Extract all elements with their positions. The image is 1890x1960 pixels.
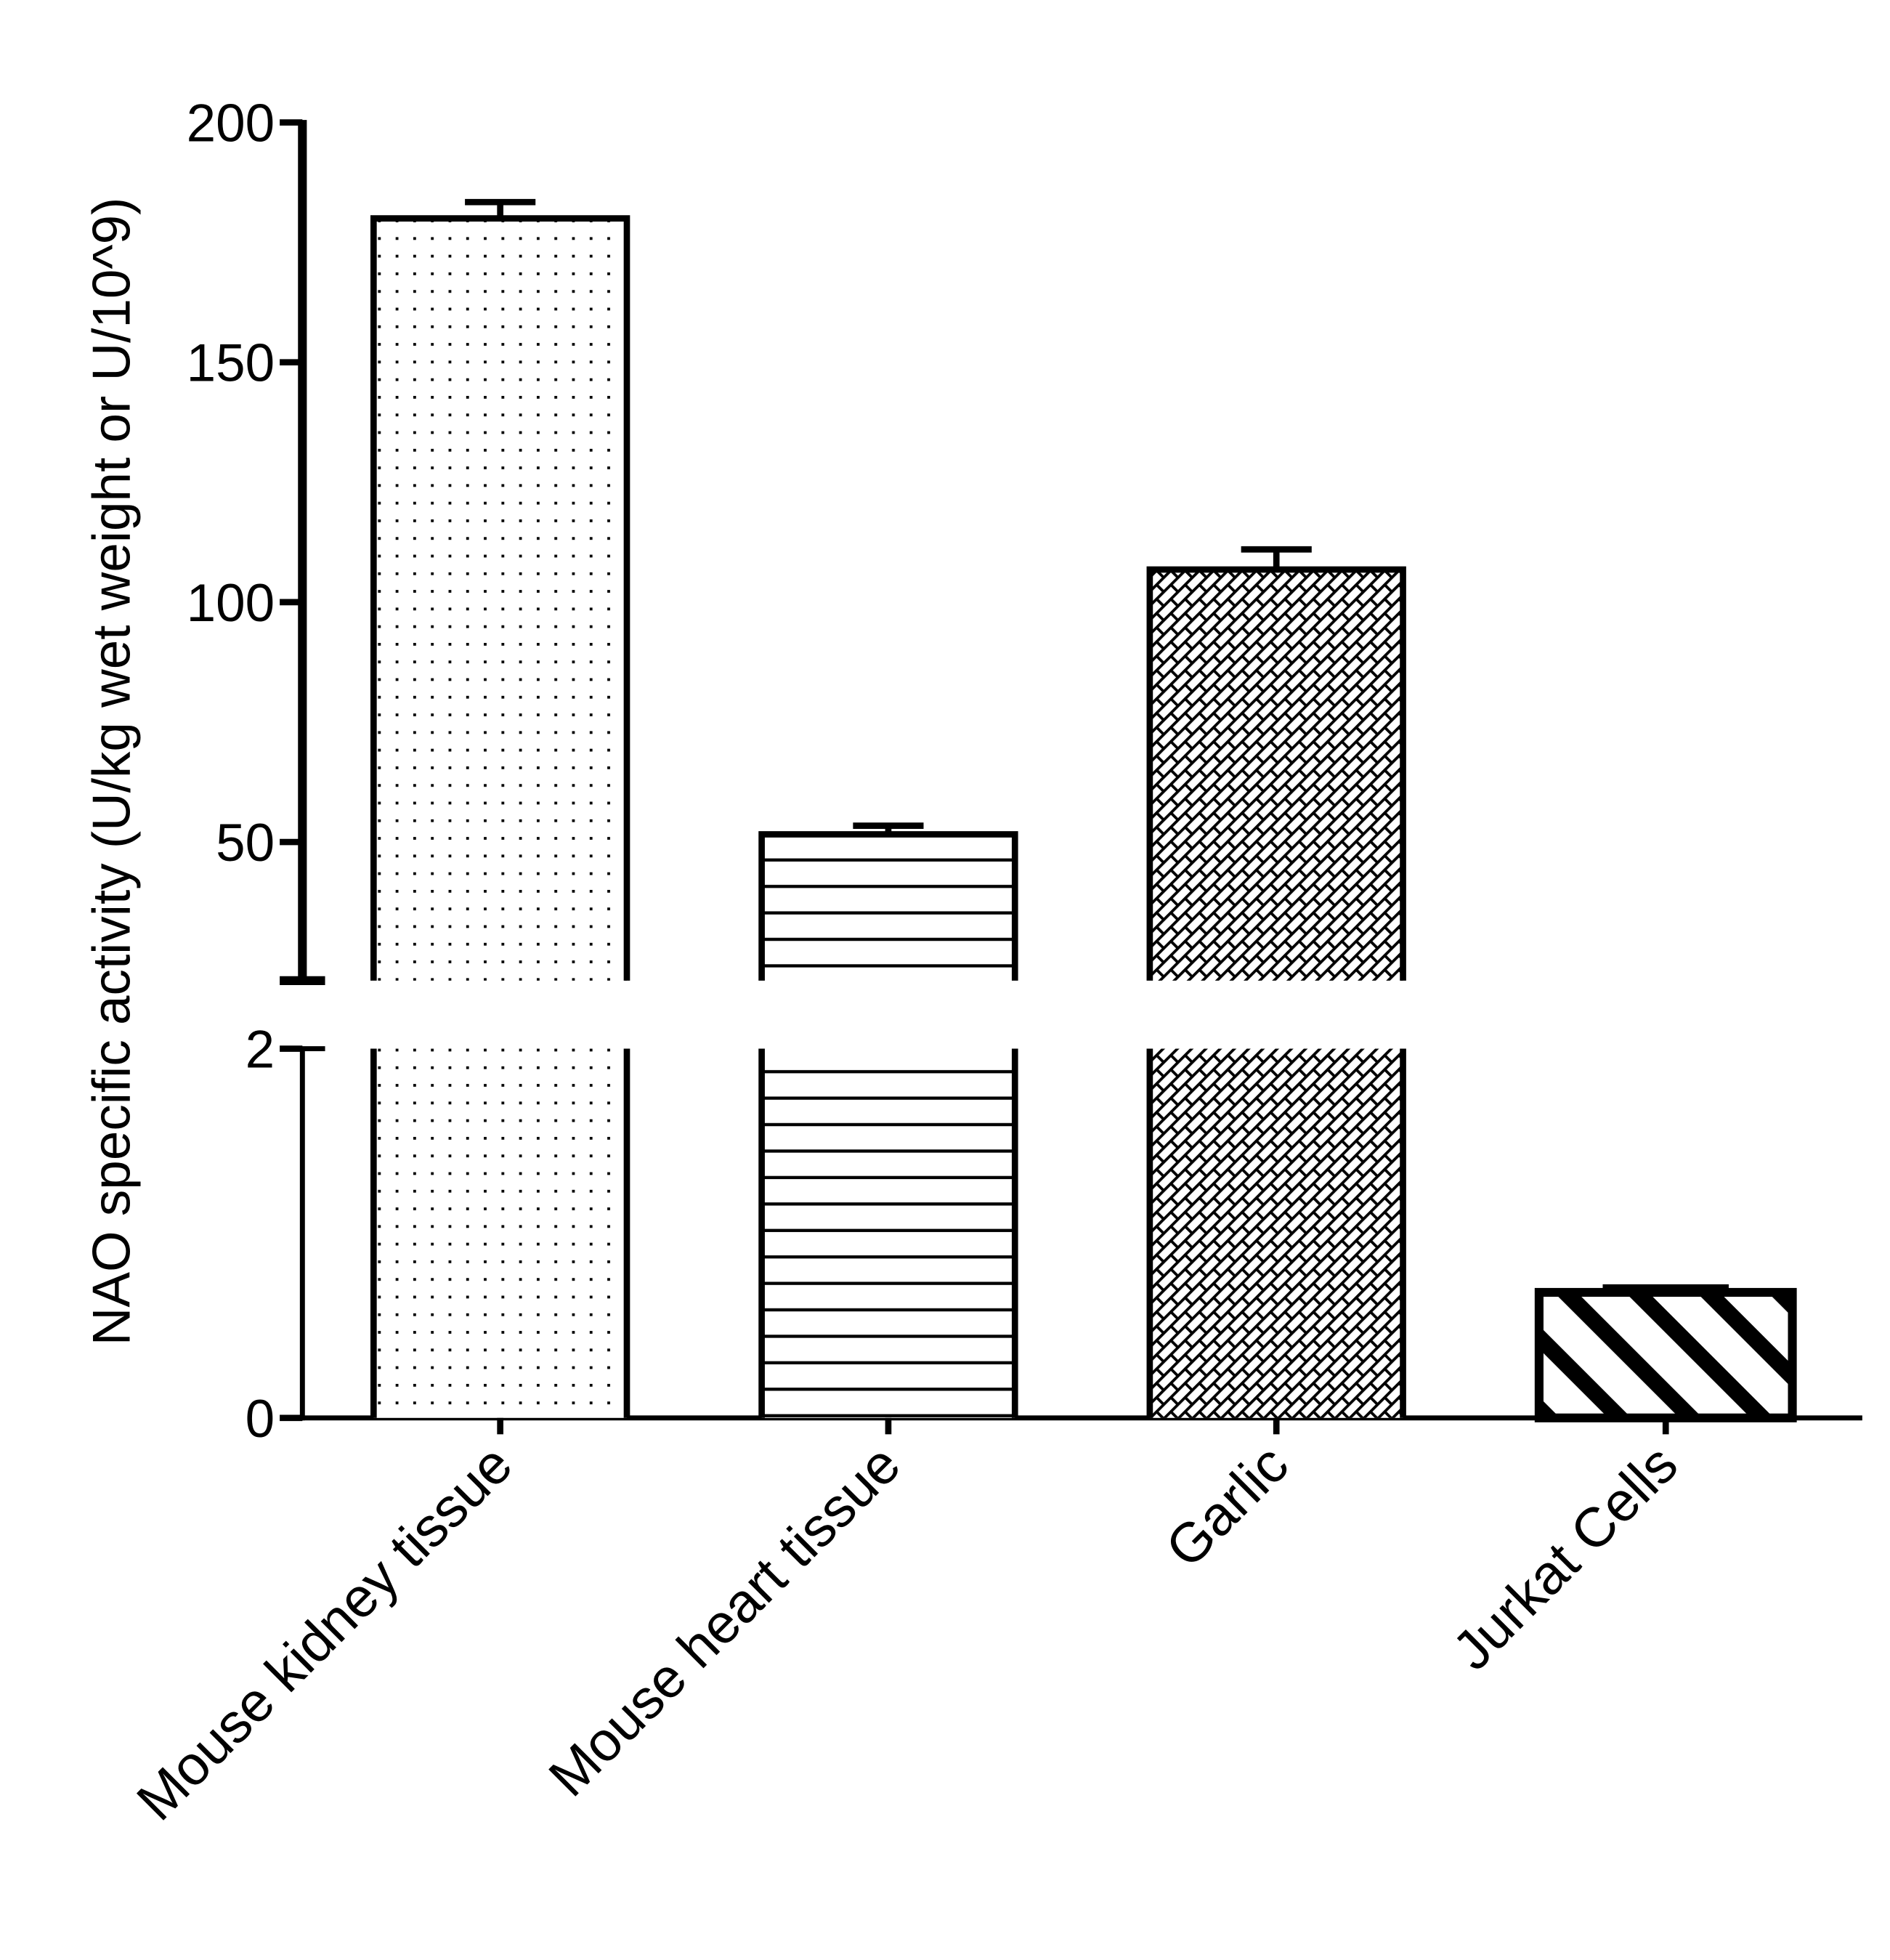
error-bar [1241, 546, 1312, 570]
bar [373, 218, 627, 981]
x-tick-label: Mouse kidney tissue [125, 1433, 524, 1832]
bar-lower [373, 1048, 627, 1418]
bar-lower [761, 1048, 1015, 1418]
error-bar [1602, 1284, 1729, 1292]
bar-outline [370, 1048, 630, 1418]
y-tick-label: 150 [187, 334, 275, 393]
y-tick-label: 2 [246, 1021, 275, 1080]
y-tick-label: 200 [187, 94, 275, 153]
bar [761, 834, 1015, 981]
x-tick-label: Garlic [1154, 1433, 1300, 1579]
bar-outline [758, 1048, 1018, 1418]
error-bar [853, 822, 924, 835]
y-tick-label: 100 [187, 574, 275, 633]
error-bar [465, 198, 536, 219]
bar-group [370, 198, 630, 1418]
bar [1149, 569, 1403, 981]
bar-group [1534, 1284, 1797, 1422]
bar-lower [1149, 1048, 1403, 1418]
y-tick-label: 50 [216, 814, 275, 872]
bar [1538, 1292, 1793, 1418]
y-axis-label: NAO specific activity (U/kg wet weight o… [83, 198, 142, 1346]
bar-group [758, 822, 1018, 1418]
y-tick-label: 0 [246, 1390, 275, 1449]
x-tick-label: Mouse heart tissue [538, 1433, 912, 1808]
bar-outline [1146, 1048, 1406, 1418]
bar-group [1146, 546, 1406, 1418]
x-tick-label: Jurkat Cells [1441, 1433, 1690, 1682]
